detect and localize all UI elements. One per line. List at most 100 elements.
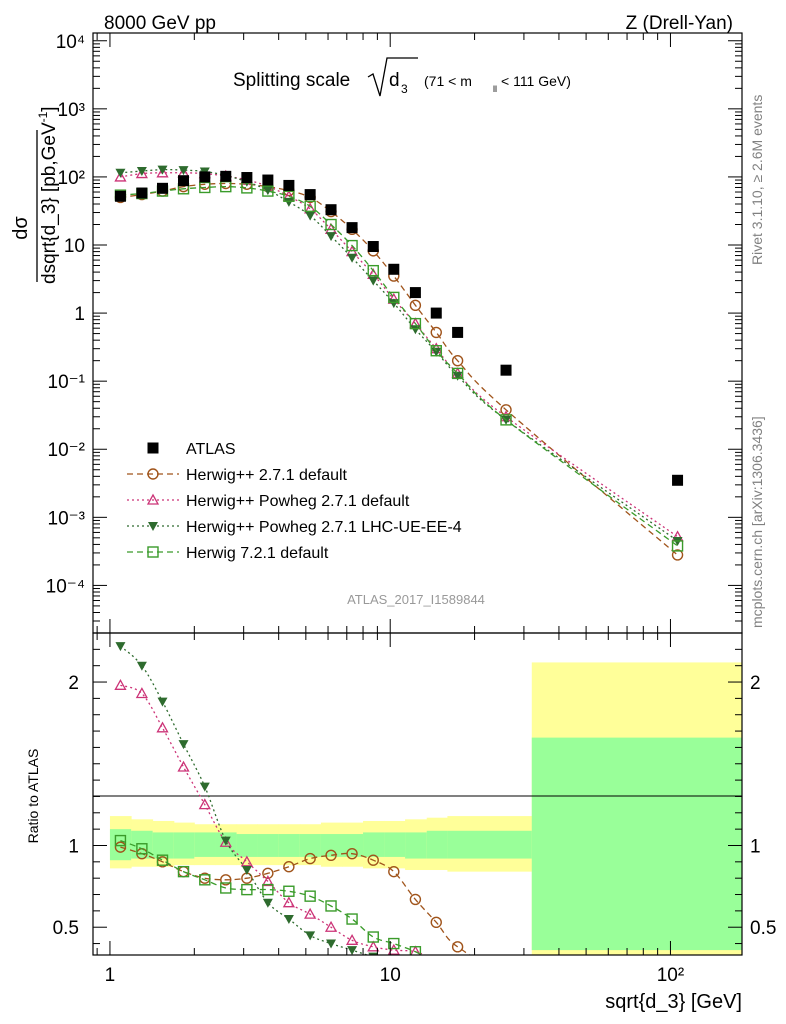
data-point	[409, 317, 422, 330]
data-point	[156, 166, 169, 178]
y-axis-label: dσ dsqrt{d_3} [pb,GeV-1]	[10, 106, 60, 284]
ratio-point	[325, 900, 337, 912]
y-tick-label: 1	[74, 304, 85, 325]
data-point	[262, 185, 274, 197]
data-point	[672, 474, 684, 486]
series-line	[120, 185, 678, 547]
ratio-point	[199, 782, 210, 792]
header-right: Z (Drell-Yan)	[626, 13, 733, 34]
legend-marker	[146, 493, 160, 505]
data-point	[178, 166, 189, 176]
series-line	[120, 182, 679, 556]
data-point	[199, 181, 211, 194]
plot-title-sqrt-arg: d	[389, 70, 400, 91]
x-axis-label: sqrt{d_3} [GeV]	[605, 991, 742, 1013]
plot-title-range-sub: ll	[493, 84, 497, 94]
ratio-point	[262, 898, 273, 908]
plot-title-text: Splitting scale	[233, 70, 350, 91]
ratio-point	[136, 661, 147, 671]
ratio-point	[326, 939, 337, 949]
header: 8000 GeV pp Z (Drell-Yan)	[104, 13, 733, 34]
ratio-point	[177, 865, 190, 878]
data-point	[283, 197, 294, 207]
data-point	[157, 182, 169, 194]
ratio-point	[241, 866, 252, 876]
band-inner	[447, 830, 533, 859]
data-point	[199, 171, 211, 183]
ratio-line	[120, 839, 423, 955]
data-point	[388, 263, 400, 275]
data-point	[367, 264, 379, 277]
data-point	[451, 367, 464, 380]
ratio-point	[304, 852, 316, 865]
band-inner	[152, 832, 175, 859]
legend-entry: Herwig++ 2.7.1 default	[127, 467, 348, 484]
band-inner	[363, 832, 385, 857]
ratio-point	[387, 943, 400, 955]
ratio-point	[325, 849, 337, 861]
data-point	[452, 371, 463, 381]
ratio-point	[346, 847, 358, 860]
ratio-point	[324, 920, 338, 932]
legend: ATLAS Herwig++ 2.7.1 default Herwig++ Powh…	[127, 441, 462, 562]
plot-title-range-end: < 111 GeV)	[501, 73, 571, 89]
band-inner	[384, 832, 406, 857]
data-point	[136, 167, 147, 177]
ratio-point	[115, 642, 126, 652]
data-point	[304, 189, 316, 201]
data-point	[262, 186, 273, 196]
band-inner	[236, 834, 258, 857]
y-tick-label: 10⁻¹	[48, 372, 86, 393]
data-point	[283, 179, 295, 191]
y-tick-label: 10⁻⁴	[46, 576, 85, 597]
ratio-point	[282, 896, 295, 908]
data-point	[325, 218, 337, 231]
band-inner	[194, 832, 216, 857]
data-point	[430, 307, 442, 319]
y-tick-label: 10⁴	[56, 32, 85, 53]
band-inner	[320, 834, 343, 857]
ratio-point	[262, 883, 274, 896]
ratio-point	[241, 883, 253, 896]
ratio-series-layer	[114, 642, 472, 955]
ratio-point	[220, 882, 232, 894]
ratio-y-tick-label-right: 2	[750, 673, 761, 694]
ratio-y-tick-label-left: 2	[68, 673, 79, 694]
y-tick-label: 10⁻²	[48, 440, 86, 461]
ratio-point	[388, 865, 400, 878]
ratio-point	[240, 855, 253, 867]
ratio-series-4	[114, 834, 423, 955]
data-point	[452, 326, 464, 338]
ratio-point	[409, 946, 422, 955]
ratio-y-tick-label-left: 1	[68, 836, 79, 857]
ratio-point	[136, 843, 148, 855]
ratio-y-tick-label-left: 0.5	[53, 918, 79, 939]
data-point	[115, 168, 126, 178]
data-point	[325, 204, 337, 216]
data-point	[430, 326, 442, 339]
plot-title-range: (71 < m	[424, 73, 472, 89]
legend-label: Herwig++ Powheg 2.7.1 default	[186, 493, 410, 510]
ratio-point	[199, 874, 211, 886]
y-axis-label-numerator: dσ	[10, 216, 32, 240]
legend-marker	[147, 442, 159, 454]
band-inner	[426, 830, 448, 859]
ratio-point	[283, 915, 294, 925]
ratio-point	[220, 836, 231, 846]
series-mc-4	[114, 180, 684, 552]
ratio-point	[157, 697, 168, 707]
data-point	[409, 287, 421, 299]
legend-marker	[147, 546, 159, 558]
data-point	[671, 540, 684, 552]
x-tick-label: 1	[105, 965, 116, 986]
data-point	[500, 364, 512, 376]
ratio-point	[430, 916, 442, 929]
y-tick-label: 10⁻³	[48, 508, 86, 529]
ratio-point	[367, 854, 379, 866]
legend-entry: Herwig 7.2.1 default	[127, 545, 329, 562]
data-point	[431, 347, 442, 357]
data-point	[178, 175, 190, 187]
ratio-point	[367, 940, 380, 952]
plot-title-sqrt-sign	[367, 57, 418, 97]
